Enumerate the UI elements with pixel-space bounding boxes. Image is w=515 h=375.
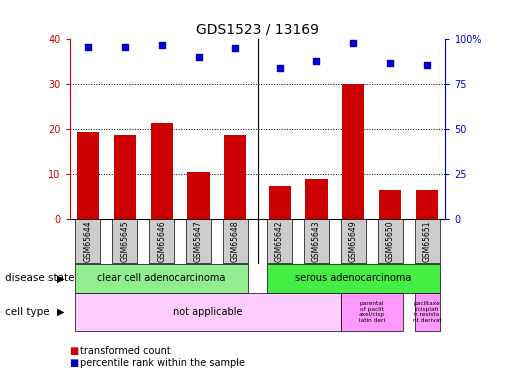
Text: disease state: disease state	[5, 273, 75, 284]
Text: ▶: ▶	[57, 307, 64, 317]
Bar	[150, 123, 173, 219]
Point	[313, 58, 321, 64]
Bar	[225, 135, 247, 219]
Text: GSM65645: GSM65645	[121, 220, 129, 262]
Text: GSM65648: GSM65648	[231, 220, 240, 262]
Text: percentile rank within the sample: percentile rank within the sample	[80, 358, 245, 368]
Text: GSM65646: GSM65646	[157, 220, 166, 262]
Text: clear cell adenocarcinoma: clear cell adenocarcinoma	[97, 273, 226, 284]
Text: GSM65644: GSM65644	[83, 220, 93, 262]
Bar	[187, 172, 210, 219]
Point	[276, 65, 284, 71]
Text: ■: ■	[70, 346, 79, 356]
Text: GSM65650: GSM65650	[386, 220, 394, 262]
Bar	[268, 186, 290, 219]
Point	[349, 40, 357, 46]
Text: GSM65647: GSM65647	[194, 220, 203, 262]
Bar	[305, 179, 328, 219]
Title: GDS1523 / 13169: GDS1523 / 13169	[196, 23, 319, 37]
Text: GSM65643: GSM65643	[312, 220, 321, 262]
Bar	[77, 132, 99, 219]
Text: not applicable: not applicable	[174, 307, 243, 317]
Text: transformed count: transformed count	[80, 346, 170, 356]
Text: parental
of paclit
axel/cisp
latin deri: parental of paclit axel/cisp latin deri	[358, 301, 385, 323]
Text: paclitaxe
l/cisplati
n resista
nt derivat: paclitaxe l/cisplati n resista nt deriva…	[413, 301, 441, 323]
Bar	[342, 84, 365, 219]
Text: GSM65651: GSM65651	[422, 220, 432, 262]
Text: serous adenocarcinoma: serous adenocarcinoma	[295, 273, 411, 284]
Point	[158, 42, 166, 48]
Text: GSM65642: GSM65642	[275, 220, 284, 262]
Bar	[379, 190, 401, 219]
Bar	[114, 135, 136, 219]
Point	[423, 62, 431, 68]
Bar	[416, 190, 438, 219]
Text: cell type: cell type	[5, 307, 50, 317]
Point	[121, 44, 129, 50]
Text: GSM65649: GSM65649	[349, 220, 358, 262]
Text: ■: ■	[70, 358, 79, 368]
Point	[194, 54, 202, 60]
Point	[84, 44, 92, 50]
Text: ▶: ▶	[57, 273, 64, 284]
Point	[231, 45, 239, 51]
Point	[386, 60, 394, 66]
